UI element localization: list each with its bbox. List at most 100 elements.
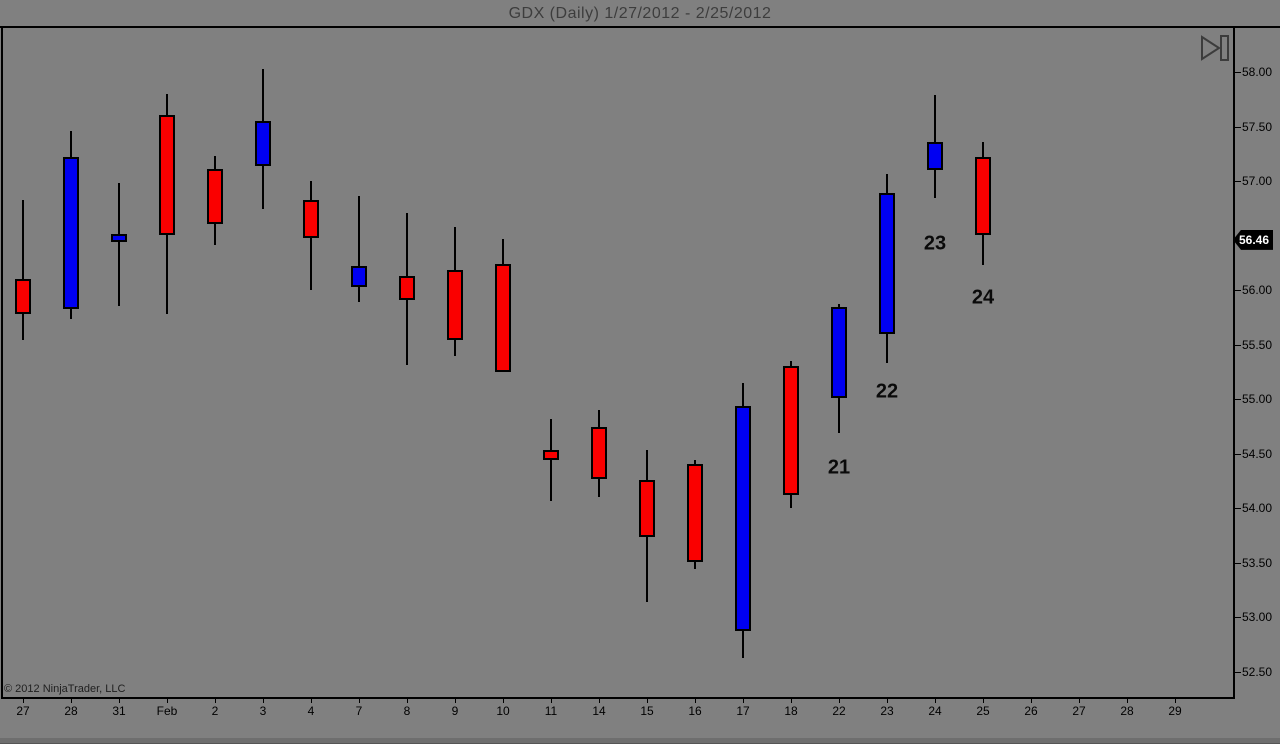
candle-wick — [550, 418, 552, 502]
candle-body — [735, 405, 751, 632]
candle-body — [207, 169, 223, 224]
price-tick-label: 57.00 — [1242, 174, 1273, 188]
price-tick-mark — [1235, 290, 1241, 291]
chart-title: GDX (Daily) 1/27/2012 - 2/25/2012 — [508, 5, 772, 22]
date-tick-mark — [455, 698, 456, 703]
date-tick-mark — [551, 698, 552, 703]
price-tick-label: 58.00 — [1242, 65, 1273, 79]
candle-body — [783, 366, 799, 495]
price-tick-mark — [1235, 126, 1241, 128]
date-tick-mark — [695, 698, 696, 703]
day-count-label: 22 — [875, 380, 899, 403]
date-tick-label: 14 — [592, 704, 606, 718]
price-tick-mark — [1235, 453, 1241, 455]
chart-plot-area[interactable] — [3, 28, 1233, 697]
copyright-notice: © 2012 NinjaTrader, LLC — [4, 683, 126, 695]
price-axis-line — [1233, 26, 1235, 699]
date-tick-label: 11 — [544, 704, 558, 718]
price-tick-label: 56.00 — [1242, 283, 1273, 297]
date-tick-label: 8 — [403, 704, 411, 718]
date-tick-label: 26 — [1024, 704, 1038, 718]
date-tick-label: 15 — [640, 704, 654, 718]
date-tick-label: 9 — [451, 704, 459, 718]
date-tick-mark — [119, 698, 120, 703]
date-tick-mark — [503, 698, 504, 703]
date-tick-mark — [839, 698, 840, 703]
price-tick-mark — [1235, 508, 1241, 509]
price-tick-label: 57.50 — [1242, 119, 1273, 134]
date-tick-label: 28 — [64, 704, 78, 718]
date-tick-mark — [215, 698, 216, 703]
candle-body — [447, 270, 463, 341]
day-count-label: 21 — [827, 456, 851, 479]
candle-body — [639, 479, 655, 538]
date-tick-mark — [935, 698, 936, 703]
date-tick-label: 27 — [1072, 704, 1086, 718]
date-tick-mark — [647, 698, 648, 703]
date-tick-label: 28 — [1120, 704, 1134, 718]
price-tick-label: 54.00 — [1242, 501, 1273, 515]
candle-body — [495, 263, 511, 372]
date-tick-label: 17 — [736, 704, 750, 718]
current-price-badge: 56.46 — [1233, 229, 1273, 250]
price-tick-mark — [1235, 562, 1241, 564]
date-tick-mark — [1031, 698, 1032, 703]
price-tick-mark — [1235, 344, 1241, 346]
date-tick-label: 16 — [688, 704, 702, 718]
price-tick-label: 53.00 — [1242, 610, 1273, 624]
price-tick-mark — [1235, 72, 1241, 73]
candle-wick — [358, 196, 360, 302]
date-tick-label: 3 — [259, 704, 267, 718]
price-tick-label: 54.50 — [1242, 446, 1273, 461]
date-tick-label: 10 — [496, 704, 510, 718]
date-tick-mark — [887, 698, 888, 703]
date-tick-mark — [407, 698, 408, 703]
date-tick-mark — [743, 698, 744, 703]
candle-body — [63, 157, 79, 309]
price-tick-label: 53.50 — [1242, 555, 1273, 570]
candle-wick — [118, 183, 120, 307]
candle-body — [255, 121, 271, 166]
price-tick-mark — [1235, 617, 1241, 618]
date-tick-mark — [359, 698, 360, 703]
candle-body — [975, 157, 991, 236]
date-tick-label: 7 — [355, 704, 363, 718]
candle-body — [543, 450, 559, 461]
candle-body — [15, 279, 31, 314]
date-tick-mark — [167, 698, 168, 703]
window-bottom-edge — [0, 738, 1280, 744]
date-tick-mark — [71, 698, 72, 703]
date-tick-mark — [263, 698, 264, 703]
price-tick-label: 55.50 — [1242, 337, 1273, 352]
date-tick-mark — [599, 698, 600, 703]
price-tick-mark — [1235, 181, 1241, 182]
date-tick-mark — [1079, 698, 1080, 703]
date-tick-label: 22 — [832, 704, 846, 718]
day-count-label: 24 — [971, 286, 995, 309]
candle-body — [687, 464, 703, 563]
candle-body — [591, 427, 607, 479]
candle-body — [351, 266, 367, 287]
price-tick-label: 52.50 — [1242, 664, 1273, 679]
plot-top-border — [0, 26, 1280, 28]
candle-body — [399, 275, 415, 300]
candle-body — [303, 199, 319, 238]
date-tick-mark — [23, 698, 24, 703]
date-tick-label: 24 — [928, 704, 942, 718]
date-tick-mark — [791, 698, 792, 703]
date-tick-mark — [983, 698, 984, 703]
date-tick-label: 23 — [880, 704, 894, 718]
price-tick-mark — [1235, 399, 1241, 400]
candle-body — [159, 114, 175, 236]
date-tick-label: 29 — [1168, 704, 1182, 718]
date-tick-label: 31 — [112, 704, 126, 718]
skip-to-end-icon[interactable] — [1199, 34, 1231, 62]
candle-body — [927, 141, 943, 171]
candle-body — [831, 307, 847, 398]
date-tick-mark — [1127, 698, 1128, 703]
candle-body — [879, 192, 895, 334]
date-tick-label: 4 — [307, 704, 315, 718]
day-count-label: 23 — [923, 232, 947, 255]
date-tick-label: Feb — [156, 704, 178, 718]
